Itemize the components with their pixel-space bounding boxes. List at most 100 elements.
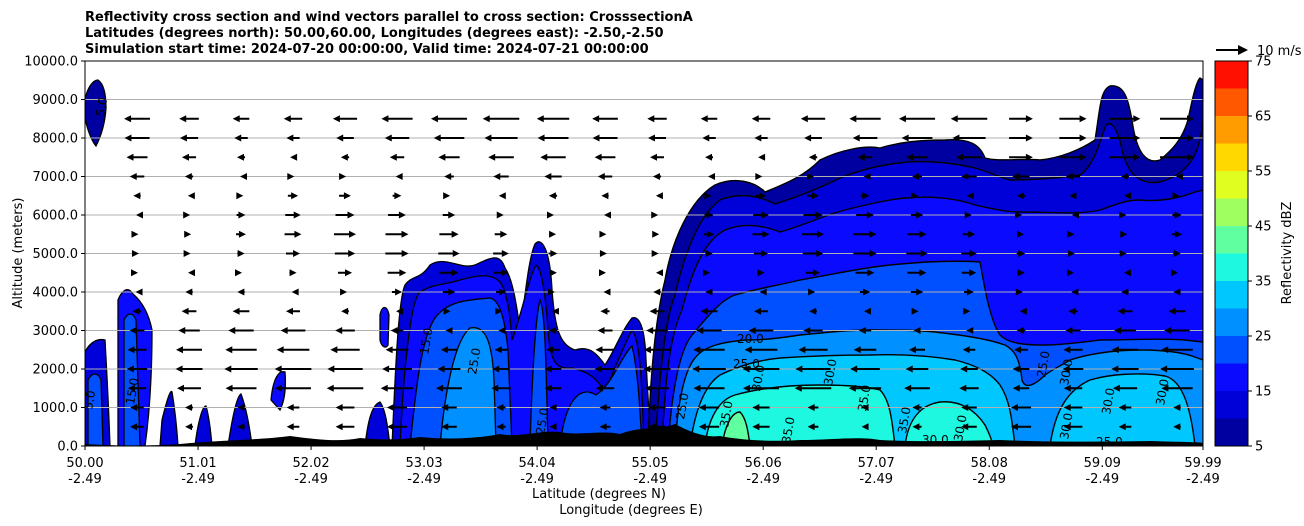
wind-vector-head <box>644 384 652 392</box>
contour-label: 25.0 <box>533 407 551 436</box>
wind-vector-head <box>693 346 701 354</box>
wind-vector-head <box>867 269 875 277</box>
wind-vector-head <box>966 288 974 296</box>
wind-vector-head <box>496 423 504 431</box>
wind-vector-head <box>501 269 509 277</box>
chart-title-line-2: Latitudes (degrees north): 50.00,60.00, … <box>85 26 664 41</box>
wind-vector-head <box>448 288 456 296</box>
wind-vector-head <box>348 250 356 257</box>
wind-vector-head <box>597 327 605 334</box>
wind-vector-head <box>127 384 135 392</box>
x-tick-label-lon: -2.49 <box>520 472 554 487</box>
wind-vector-head <box>131 269 138 277</box>
wind-vector-head <box>803 327 811 334</box>
wind-vector-head <box>1025 153 1033 161</box>
wind-vector-head <box>1063 346 1071 354</box>
wind-vector-head <box>1015 288 1023 296</box>
wind-vector-head <box>452 250 460 257</box>
wind-vector-head <box>291 192 299 200</box>
wind-vector-head <box>808 288 816 296</box>
wind-vector-head <box>540 153 548 161</box>
wind-vector-head <box>287 173 295 180</box>
wind-vector-head <box>384 134 392 142</box>
wind-vector-head <box>702 134 710 142</box>
wind-vector-head <box>807 423 815 431</box>
wind-vector-head <box>1062 365 1070 373</box>
wind-vector-head <box>225 346 233 354</box>
wind-vector-head <box>129 327 137 334</box>
x-tick-label-lon: -2.49 <box>633 472 667 487</box>
wind-vector-head <box>498 288 506 296</box>
central-core-2 <box>529 298 549 446</box>
wind-vector-head <box>549 269 557 277</box>
y-tick-label: 8000.0 <box>33 132 79 147</box>
wind-vector-head <box>401 250 409 257</box>
wind-vector-head <box>335 423 343 431</box>
wind-vector-head <box>692 365 700 373</box>
wind-vector-head <box>396 307 403 315</box>
wind-vector-head <box>1079 115 1087 123</box>
wind-vector-head <box>643 346 651 354</box>
wind-vector-head <box>869 250 877 257</box>
y-tick-label: 4000.0 <box>33 286 79 301</box>
wind-vector-head <box>956 153 964 161</box>
contour-label: 35.0 <box>855 384 873 413</box>
wind-vector-head <box>339 173 347 180</box>
wind-vector-head <box>549 230 557 238</box>
y-axis: 0.0 1000.0 2000.0 3000.0 4000.0 5000.0 6000.0 7… <box>24 55 85 455</box>
wind-vector-head <box>592 134 600 142</box>
wind-vector-head <box>968 230 976 238</box>
wind-vector-head <box>752 423 760 431</box>
cell-thin-2 <box>194 405 213 446</box>
wind-vector-head <box>1067 230 1075 238</box>
wind-vector-head <box>1173 404 1181 411</box>
wind-vector-head <box>274 365 282 373</box>
wind-vector-head <box>549 404 557 411</box>
wind-vector-head <box>700 115 708 123</box>
wind-vector-head <box>443 192 451 200</box>
cell-small-top <box>379 306 390 348</box>
wind-vector-head <box>708 173 715 180</box>
wind-vector-head <box>185 404 193 411</box>
colorbar-segment <box>1215 61 1248 89</box>
wind-vector-head <box>183 250 191 257</box>
wind-vector-head <box>237 404 245 411</box>
colorbar-segment <box>1215 198 1248 226</box>
wind-vector-head <box>285 307 293 315</box>
wind-vector-head <box>1133 153 1141 161</box>
wind-vector-head <box>437 365 445 373</box>
wind-vector-head <box>1017 269 1025 277</box>
colorbar-tick-label: 15 <box>1255 385 1272 400</box>
cell-left-inner <box>87 373 104 446</box>
wind-vector-head <box>761 211 769 219</box>
colorbar-segment <box>1215 143 1248 171</box>
x-tick-label-lat: 55.05 <box>632 456 669 471</box>
wind-vector-head <box>959 384 967 392</box>
wind-vector-head <box>966 327 974 334</box>
wind-vector-head <box>1063 384 1071 392</box>
wind-vector-head <box>234 134 242 142</box>
contour-label: 30.0 <box>1153 378 1171 407</box>
wind-vector-head <box>966 192 974 200</box>
wind-vector-head <box>601 192 609 200</box>
contour-label: 25.0 <box>673 392 691 421</box>
wind-vector-head <box>124 115 132 123</box>
wind-vector-head <box>1063 404 1071 411</box>
wind-vector-head <box>961 404 969 411</box>
wind-vector-head <box>1012 173 1020 180</box>
contour-label: 30.0 <box>1057 358 1075 387</box>
wind-vector-head <box>436 384 444 392</box>
wind-vector-head <box>1025 134 1033 142</box>
x-tick-label-lon: -2.49 <box>407 472 441 487</box>
contour-label: 35.0 <box>717 400 735 429</box>
contour-label: 25.0 <box>733 357 760 371</box>
wind-vector-head <box>1123 192 1131 200</box>
wind-vector-head <box>398 211 406 219</box>
wind-vector-head <box>444 173 452 180</box>
wind-vector-head <box>345 269 353 277</box>
wind-vector-head <box>236 192 244 200</box>
reference-vector-legend: 10 m/s <box>1216 44 1302 59</box>
wind-vector-head <box>815 211 823 219</box>
colorbar-segment <box>1215 171 1248 199</box>
wind-vector-head <box>225 384 233 392</box>
